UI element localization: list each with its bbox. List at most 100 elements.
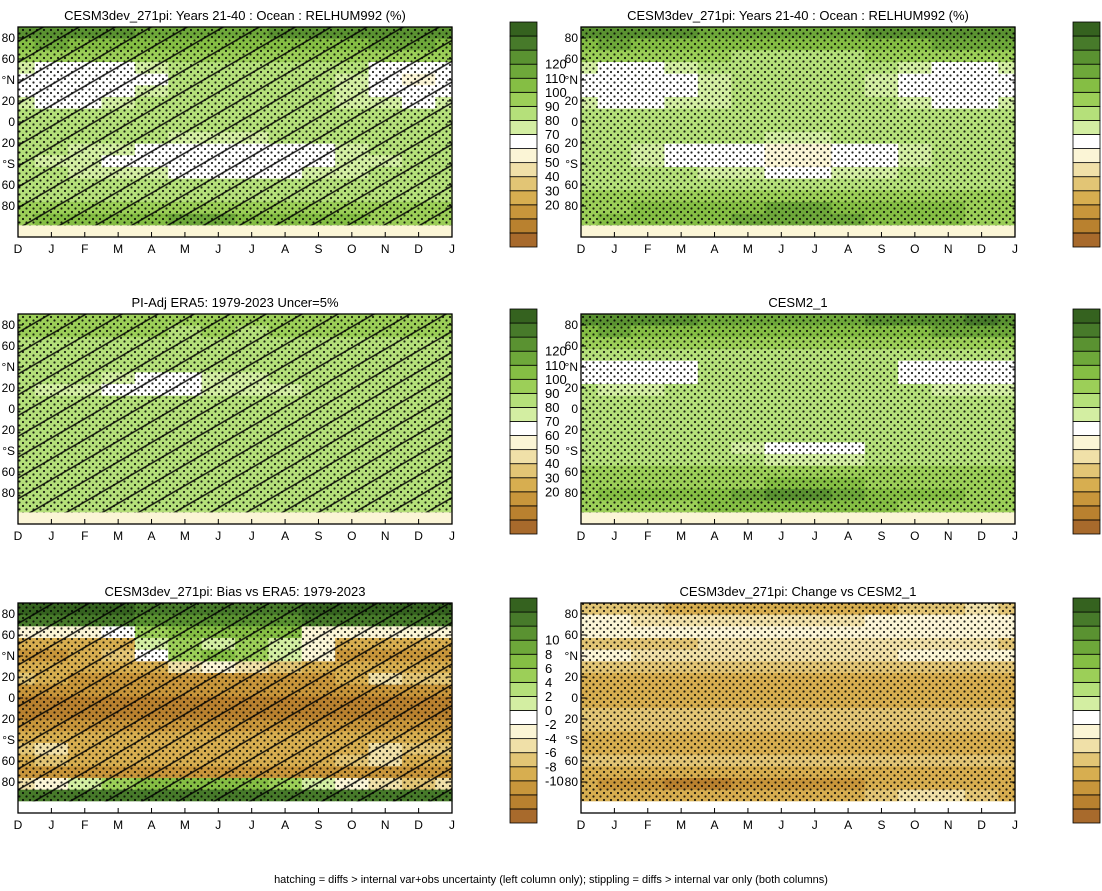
y-tick-label: 20: [2, 423, 16, 437]
colorbar-label: 4: [545, 675, 552, 690]
colorbar-box: [1072, 77, 1101, 93]
colorbar-box: [1072, 378, 1101, 394]
hatching-overlay: [18, 27, 452, 226]
x-tick-label: M: [180, 242, 190, 256]
heatmap-cell: [301, 801, 336, 814]
y-tick-label: 20: [2, 94, 16, 108]
colorbar-label: 60: [545, 428, 559, 443]
colorbar-box: [509, 794, 538, 810]
heatmap-cell: [201, 801, 236, 814]
heatmap-cell: [101, 512, 136, 525]
x-tick-label: N: [944, 242, 953, 256]
figure-footnote: hatching = diffs > internal var+obs unce…: [274, 874, 828, 886]
heatmap-cell: [764, 801, 799, 814]
x-tick-label: A: [281, 529, 289, 543]
x-tick-label: J: [611, 818, 617, 832]
colorbar-label: 80: [545, 400, 559, 415]
x-tick-label: M: [743, 242, 753, 256]
y-tick-label: 60: [2, 339, 16, 353]
colorbar-label: 80: [545, 113, 559, 128]
y-tick-label: 60: [2, 628, 16, 642]
x-tick-label: O: [910, 529, 919, 543]
heatmap-cell: [998, 512, 1016, 525]
x-tick-label: O: [910, 242, 919, 256]
colorbar-box: [1072, 653, 1101, 669]
panel-title: CESM2_1: [768, 295, 827, 310]
colorbar-box: [1072, 766, 1101, 782]
colorbar-box: [1072, 218, 1101, 234]
y-tick-label: 80: [565, 775, 579, 789]
y-tick-label: 0: [571, 402, 578, 416]
heatmap-cell: [864, 512, 899, 525]
x-tick-label: J: [1012, 242, 1018, 256]
x-tick-label: S: [877, 242, 885, 256]
colorbar-box: [509, 336, 538, 352]
heatmap-cell: [597, 801, 632, 814]
colorbar-label: 50: [545, 155, 559, 170]
heatmap-cell: [435, 801, 453, 814]
heatmap-cell: [401, 801, 436, 814]
colorbar-box: [1072, 63, 1101, 79]
x-tick-label: D: [14, 242, 23, 256]
colorbar-box: [1072, 724, 1101, 740]
colorbar-box: [1072, 752, 1101, 768]
heatmap-cell: [34, 512, 69, 525]
heatmap-cell: [664, 225, 699, 238]
x-tick-label: A: [281, 242, 289, 256]
x-tick-label: M: [743, 529, 753, 543]
colorbar-box: [509, 597, 538, 613]
colorbar-box: [509, 392, 538, 408]
y-tick-label: 80: [2, 607, 16, 621]
heatmap-cell: [864, 801, 899, 814]
y-tick-label: 20: [565, 381, 579, 395]
y-tick-label: 0: [8, 691, 15, 705]
x-tick-label: D: [977, 242, 986, 256]
x-tick-label: J: [778, 529, 784, 543]
plot-frame: [17, 313, 453, 525]
colorbar-box: [1072, 350, 1101, 366]
colorbar-box: [509, 364, 538, 380]
colorbar-box: [509, 232, 538, 248]
y-tick-label: 60: [2, 52, 16, 66]
colorbar-box: [509, 421, 538, 436]
plot-frame: [17, 602, 453, 814]
y-tick-label: 20: [565, 423, 579, 437]
heatmap-cell: [18, 512, 36, 525]
heatmap-cell: [134, 225, 169, 238]
colorbar-box: [509, 738, 538, 754]
panel-bias-era5: CESM3dev_271pi: Bias vs ERA5: 1979-2023 8…: [2, 584, 564, 832]
heatmap-cell: [168, 512, 203, 525]
panel-title: PI-Adj ERA5: 1979-2023 Uncer=5%: [131, 295, 338, 310]
heatmap-cell: [931, 801, 966, 814]
stippling-overlay: [581, 314, 1015, 513]
x-tick-label: O: [347, 242, 356, 256]
heatmap-cell: [597, 225, 632, 238]
y-tick-label: 20: [2, 670, 16, 684]
x-tick-label: D: [414, 529, 423, 543]
colorbar-box: [509, 710, 538, 725]
y-tick-label: 20: [565, 136, 579, 150]
colorbar-box: [1072, 625, 1101, 641]
colorbar-box: [1072, 435, 1101, 451]
colorbar-box: [1072, 49, 1101, 65]
colorbar-box: [509, 611, 538, 627]
x-tick-label: J: [812, 818, 818, 832]
colorbar-box: [509, 766, 538, 782]
y-tick-label: 80: [2, 486, 16, 500]
heatmap-cell: [268, 512, 303, 525]
heatmap-cell: [34, 801, 69, 814]
plot-frame: [580, 26, 1016, 238]
colorbar-label: 60: [545, 141, 559, 156]
y-tick-label: 80: [2, 199, 16, 213]
x-tick-label: D: [577, 242, 586, 256]
heatmap-cell: [368, 225, 403, 238]
colorbar-label: 100: [545, 372, 567, 387]
x-tick-label: F: [81, 242, 88, 256]
y-tick-label: 0: [571, 691, 578, 705]
heatmap-cell: [335, 512, 370, 525]
hatching-overlay: [18, 314, 452, 513]
panel-mean-era5: PI-Adj ERA5: 1979-2023 Uncer=5% 80 60 °N 20 0…: [2, 295, 567, 543]
